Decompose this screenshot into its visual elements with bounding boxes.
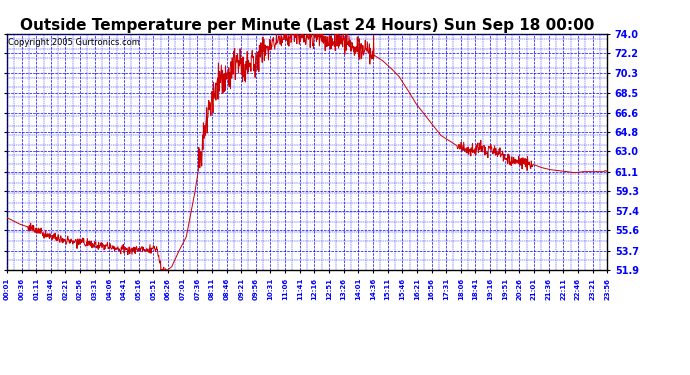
Title: Outside Temperature per Minute (Last 24 Hours) Sun Sep 18 00:00: Outside Temperature per Minute (Last 24 … xyxy=(20,18,594,33)
Text: Copyright 2005 Gurtronics.com: Copyright 2005 Gurtronics.com xyxy=(8,39,139,48)
